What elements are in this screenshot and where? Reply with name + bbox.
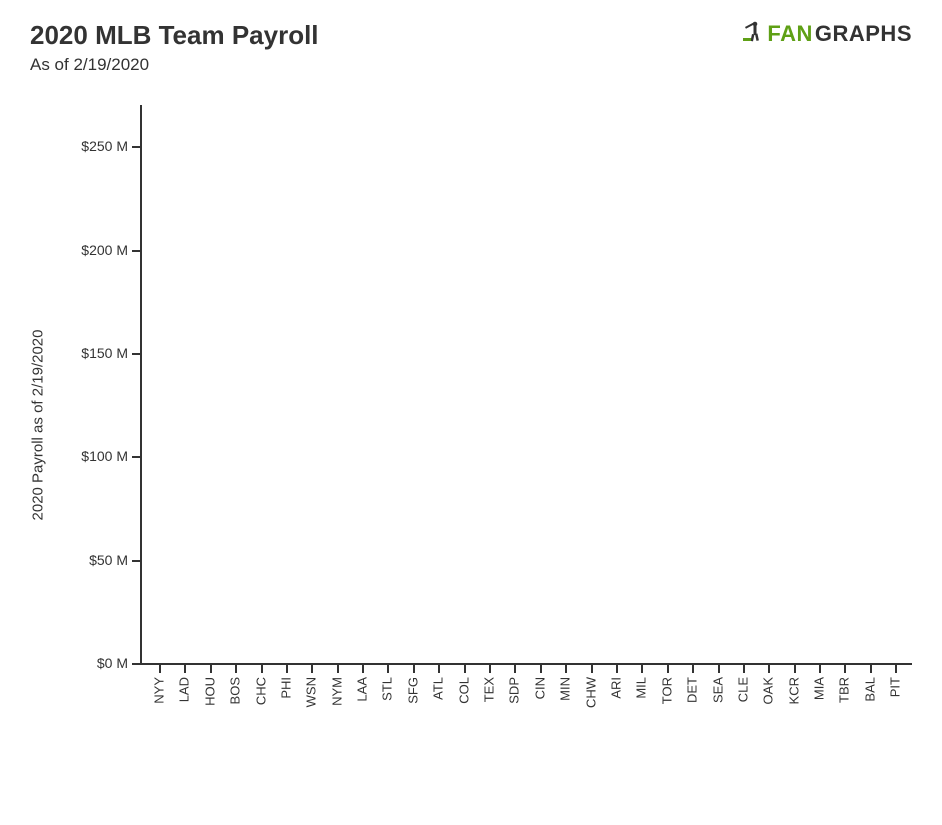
x-tick xyxy=(235,665,237,673)
x-tick xyxy=(819,665,821,673)
y-tick-label: $100 M xyxy=(81,448,142,464)
x-label: SDP xyxy=(507,677,522,704)
batter-icon xyxy=(743,20,763,48)
x-tick xyxy=(159,665,161,673)
x-tick xyxy=(844,665,846,673)
logo-text-fan: FAN xyxy=(767,21,813,47)
x-tick xyxy=(387,665,389,673)
x-label: KCR xyxy=(786,677,801,704)
x-label: SFG xyxy=(405,677,420,704)
title-block: 2020 MLB Team Payroll As of 2/19/2020 xyxy=(30,20,319,75)
x-label: TEX xyxy=(482,677,497,702)
x-tick xyxy=(616,665,618,673)
x-tick xyxy=(362,665,364,673)
x-label: NYM xyxy=(329,677,344,706)
x-label: LAD xyxy=(177,677,192,702)
x-tick xyxy=(794,665,796,673)
logo-text-graphs: GRAPHS xyxy=(815,21,912,47)
x-label: BAL xyxy=(862,677,877,702)
x-tick xyxy=(311,665,313,673)
x-tick xyxy=(565,665,567,673)
x-tick xyxy=(514,665,516,673)
x-label: CHC xyxy=(253,677,268,705)
x-tick xyxy=(768,665,770,673)
x-label: DET xyxy=(685,677,700,703)
x-label: CHW xyxy=(583,677,598,708)
bars-container: NYYLADHOUBOSCHCPHIWSNNYMLAASTLSFGATLCOLT… xyxy=(142,105,912,663)
x-tick xyxy=(464,665,466,673)
y-axis-label: 2020 Payroll as of 2/19/2020 xyxy=(30,330,47,521)
x-tick xyxy=(489,665,491,673)
x-label: CIN xyxy=(532,677,547,699)
fangraphs-logo: FANGRAPHS xyxy=(743,20,912,48)
y-tick-label: $250 M xyxy=(81,138,142,154)
chart-area: 2020 Payroll as of 2/19/2020 NYYLADHOUBO… xyxy=(80,105,912,745)
x-tick xyxy=(286,665,288,673)
x-label: LAA xyxy=(355,677,370,702)
y-tick-label: $0 M xyxy=(97,655,142,671)
x-label: PHI xyxy=(278,677,293,699)
x-label: MIN xyxy=(558,677,573,701)
x-tick xyxy=(540,665,542,673)
x-label: PIT xyxy=(888,677,903,697)
x-tick xyxy=(718,665,720,673)
x-label: MIL xyxy=(634,677,649,699)
x-tick xyxy=(591,665,593,673)
y-tick-label: $50 M xyxy=(89,552,142,568)
x-label: COL xyxy=(456,677,471,704)
plot-region: NYYLADHOUBOSCHCPHIWSNNYMLAASTLSFGATLCOLT… xyxy=(140,105,912,665)
x-tick xyxy=(184,665,186,673)
x-label: WSN xyxy=(304,677,319,707)
x-tick xyxy=(743,665,745,673)
y-tick-label: $200 M xyxy=(81,242,142,258)
x-label: OAK xyxy=(761,677,776,704)
x-label: ARI xyxy=(608,677,623,699)
x-label: TOR xyxy=(659,677,674,704)
x-tick xyxy=(641,665,643,673)
chart-header: 2020 MLB Team Payroll As of 2/19/2020 FA… xyxy=(30,20,912,75)
x-label: BOS xyxy=(228,677,243,704)
x-label: CLE xyxy=(735,677,750,702)
x-tick xyxy=(870,665,872,673)
x-tick xyxy=(692,665,694,673)
x-tick xyxy=(261,665,263,673)
x-tick xyxy=(413,665,415,673)
x-label: HOU xyxy=(202,677,217,706)
x-tick xyxy=(667,665,669,673)
chart-title: 2020 MLB Team Payroll xyxy=(30,20,319,51)
x-label: MIA xyxy=(812,677,827,700)
x-label: NYY xyxy=(151,677,166,704)
x-label: ATL xyxy=(431,677,446,700)
x-tick xyxy=(337,665,339,673)
x-label: STL xyxy=(380,677,395,701)
chart-subtitle: As of 2/19/2020 xyxy=(30,55,319,75)
x-label: TBR xyxy=(837,677,852,703)
x-tick xyxy=(438,665,440,673)
x-tick xyxy=(210,665,212,673)
y-tick-label: $150 M xyxy=(81,345,142,361)
x-label: SEA xyxy=(710,677,725,703)
x-tick xyxy=(895,665,897,673)
